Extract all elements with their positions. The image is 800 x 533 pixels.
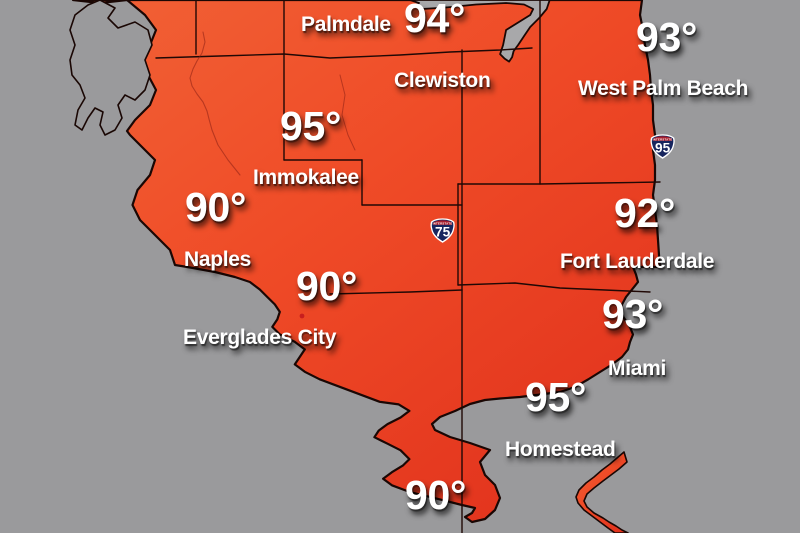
svg-text:75: 75 [435, 225, 451, 240]
svg-text:95: 95 [655, 141, 671, 156]
